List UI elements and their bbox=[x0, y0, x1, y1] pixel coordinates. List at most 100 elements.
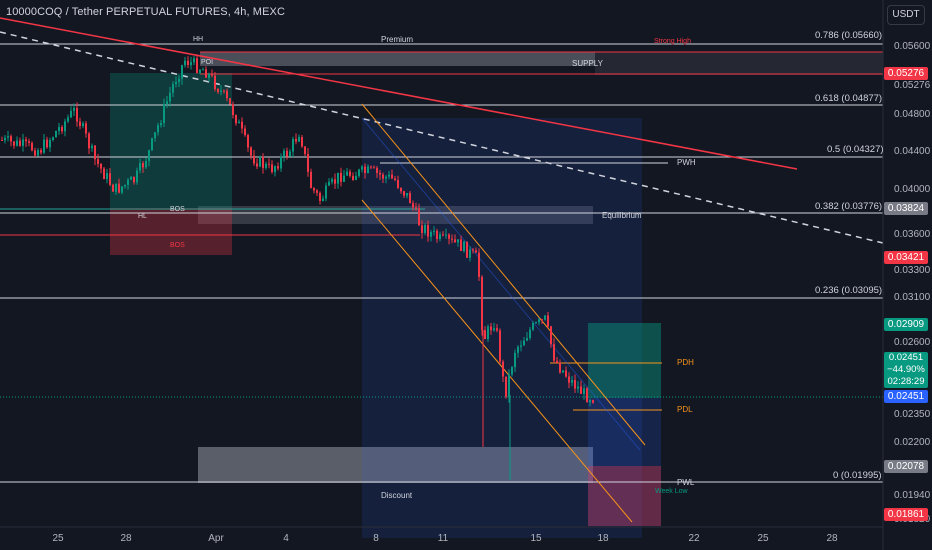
premium-label: Premium bbox=[381, 35, 414, 44]
candle-body bbox=[253, 155, 255, 164]
candle-body bbox=[583, 388, 585, 394]
candle-body bbox=[37, 150, 39, 156]
currency-button[interactable]: USDT bbox=[887, 5, 925, 25]
y-tick: 0.03300 bbox=[894, 265, 931, 276]
candle-body bbox=[523, 340, 525, 346]
long-stop-zone bbox=[588, 398, 661, 526]
candle-body bbox=[34, 150, 36, 156]
candle-body bbox=[484, 330, 486, 339]
candle-body bbox=[571, 379, 573, 383]
candle-body bbox=[547, 315, 549, 327]
candle-body bbox=[265, 163, 267, 168]
candle-body bbox=[325, 185, 327, 199]
candle-body bbox=[559, 362, 561, 373]
candle-body bbox=[568, 376, 570, 383]
candle-body bbox=[367, 166, 369, 173]
candle-body bbox=[79, 121, 81, 126]
candle-body bbox=[85, 123, 87, 134]
x-tick: 15 bbox=[530, 533, 542, 544]
candle-body bbox=[229, 98, 231, 105]
current-price: 0.02451 bbox=[888, 352, 924, 363]
candle-body bbox=[445, 234, 447, 236]
candle-body bbox=[133, 176, 135, 183]
candle-body bbox=[187, 60, 189, 66]
candle-body bbox=[58, 127, 60, 132]
candle-body bbox=[241, 121, 243, 129]
candle-body bbox=[511, 367, 513, 375]
candle-body bbox=[430, 232, 432, 237]
candle-body bbox=[574, 379, 576, 389]
price-tag-stop: 0.01861 bbox=[884, 508, 928, 521]
long-stop-red bbox=[588, 466, 661, 526]
candle-body bbox=[307, 153, 309, 172]
dashed-trendline bbox=[0, 31, 884, 244]
price-tag-zone-bottom: 0.02078 bbox=[884, 460, 928, 473]
candle-body bbox=[301, 137, 303, 147]
price-tag-red-level: 0.03421 bbox=[884, 251, 928, 264]
candle-body bbox=[94, 145, 96, 160]
candle-body bbox=[454, 239, 456, 243]
candle-body bbox=[151, 138, 153, 151]
candle-body bbox=[274, 166, 276, 173]
channel-mid bbox=[361, 117, 641, 451]
pwh-label: PWH bbox=[677, 158, 696, 167]
y-tick: 0.05600 bbox=[894, 41, 931, 52]
candle-body bbox=[538, 319, 540, 323]
candle-body bbox=[346, 171, 348, 176]
x-tick: 4 bbox=[283, 533, 289, 544]
candle-body bbox=[421, 225, 423, 234]
candle-body bbox=[292, 138, 294, 152]
price-tag-supply: 0.05276 bbox=[884, 67, 928, 80]
candle-body bbox=[193, 58, 195, 63]
pwl-label: PWL bbox=[677, 478, 695, 487]
candle-body bbox=[298, 137, 300, 142]
bos-label-2: BOS bbox=[170, 242, 185, 249]
candle-body bbox=[517, 346, 519, 353]
equilibrium-label: Equilibrium bbox=[602, 211, 642, 220]
candle-body bbox=[169, 92, 171, 102]
discount-label: Discount bbox=[381, 491, 413, 500]
x-tick: 25 bbox=[757, 533, 769, 544]
candle-body bbox=[163, 104, 165, 124]
candle-body bbox=[196, 58, 198, 73]
candle-body bbox=[520, 345, 522, 347]
candle-body bbox=[385, 176, 387, 179]
candle-body bbox=[178, 78, 180, 83]
y-tick: 0.04000 bbox=[894, 184, 931, 195]
candle-body bbox=[250, 147, 252, 156]
candle-body bbox=[352, 175, 354, 180]
green-zone-2 bbox=[180, 73, 232, 208]
x-tick: 11 bbox=[437, 533, 449, 544]
candle-body bbox=[412, 203, 414, 208]
candle-body bbox=[67, 117, 69, 122]
candle-body bbox=[388, 174, 390, 177]
candle-body bbox=[349, 171, 351, 176]
candle-body bbox=[436, 230, 438, 240]
candle-body bbox=[232, 104, 234, 116]
candle-body bbox=[463, 241, 465, 251]
candle-body bbox=[154, 132, 156, 139]
candle-body bbox=[460, 239, 462, 251]
candle-body bbox=[514, 352, 516, 368]
candle-body bbox=[376, 167, 378, 174]
channel-lower bbox=[361, 199, 633, 523]
candle-body bbox=[499, 330, 501, 362]
candle-body bbox=[25, 139, 27, 142]
candle-body bbox=[328, 181, 330, 186]
red-trendline bbox=[0, 17, 798, 170]
equilibrium-zone bbox=[198, 206, 593, 224]
candle-body bbox=[181, 65, 183, 79]
candle-body bbox=[295, 138, 297, 142]
candle-body bbox=[70, 110, 72, 118]
candle-body bbox=[502, 361, 504, 377]
candle-body bbox=[7, 136, 9, 138]
candle-body bbox=[340, 172, 342, 182]
candle-body bbox=[586, 388, 588, 403]
x-tick: 8 bbox=[373, 533, 379, 544]
y-tick: 0.04400 bbox=[894, 146, 931, 157]
candle-body bbox=[448, 234, 450, 239]
candle-body bbox=[508, 374, 510, 397]
candle-body bbox=[550, 326, 552, 345]
candle-body bbox=[457, 239, 459, 243]
